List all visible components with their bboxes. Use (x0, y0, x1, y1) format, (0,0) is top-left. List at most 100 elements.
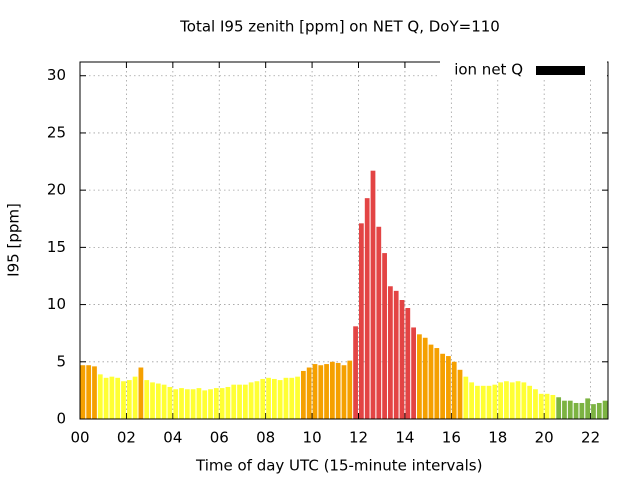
y-tick-label: 20 (47, 181, 66, 199)
bar (538, 393, 544, 419)
x-tick-label: 14 (395, 429, 414, 447)
bar (457, 369, 463, 419)
bar (173, 389, 179, 419)
bar (184, 389, 190, 419)
x-tick-label: 08 (256, 429, 275, 447)
bar (498, 382, 504, 419)
bar (161, 384, 167, 419)
bar (422, 337, 428, 419)
bar (486, 385, 492, 419)
bar (289, 377, 295, 419)
bar (237, 384, 242, 419)
bar (190, 389, 196, 419)
bar (579, 402, 585, 419)
bar (295, 376, 300, 419)
bar (480, 385, 486, 419)
bar (521, 382, 527, 419)
bar (138, 367, 144, 419)
bar (271, 378, 277, 419)
bar (585, 398, 591, 419)
bar (596, 402, 602, 419)
x-tick-label: 10 (303, 429, 322, 447)
bar (202, 390, 208, 419)
bar (318, 365, 324, 419)
bar (179, 388, 184, 419)
bar (556, 397, 562, 419)
bar (475, 385, 480, 419)
bar (347, 360, 353, 419)
legend-label: ion net Q (454, 61, 523, 79)
bar (283, 377, 289, 419)
bar (248, 382, 254, 419)
y-tick-label: 15 (47, 238, 66, 256)
bar (254, 381, 260, 419)
bar (533, 389, 538, 419)
bar (312, 364, 318, 419)
bar (335, 362, 341, 419)
bar (213, 388, 219, 419)
chart-title: Total I95 zenith [ppm] on NET Q, DoY=110 (179, 18, 500, 36)
bar (492, 384, 498, 419)
bar (103, 377, 109, 419)
y-tick-label: 25 (47, 123, 66, 141)
x-tick-label: 16 (442, 429, 461, 447)
bar (242, 384, 248, 419)
bar (544, 393, 550, 419)
bar (382, 253, 387, 419)
bar (97, 374, 103, 419)
bar (527, 385, 533, 419)
bar (92, 366, 97, 419)
y-tick-label: 0 (56, 410, 66, 428)
bar (399, 300, 405, 419)
bar (132, 376, 138, 419)
bar (277, 380, 283, 419)
bar (405, 308, 411, 419)
bar (300, 370, 306, 419)
bar (602, 400, 608, 419)
bar (266, 377, 271, 419)
bar (341, 365, 347, 419)
x-tick-label: 20 (535, 429, 554, 447)
bar (115, 377, 121, 419)
y-tick-label: 10 (47, 295, 66, 313)
x-tick-label: 06 (210, 429, 229, 447)
bar (208, 389, 213, 419)
bar (370, 170, 376, 419)
x-axis-label: Time of day UTC (15-minute intervals) (195, 457, 482, 475)
bar (86, 365, 92, 419)
x-tick-label: 22 (581, 429, 600, 447)
y-axis-label: I95 [ppm] (5, 203, 23, 277)
bar (451, 361, 457, 419)
bar (150, 382, 155, 419)
bar (329, 361, 335, 419)
bar (225, 386, 231, 419)
bar (80, 365, 86, 419)
bar (219, 388, 225, 419)
x-tick-label: 04 (163, 429, 182, 447)
bar (359, 223, 364, 419)
bar (376, 226, 382, 419)
x-tick-label: 00 (70, 429, 89, 447)
bar (324, 364, 329, 419)
bar (393, 290, 399, 419)
bar (109, 376, 115, 419)
bar (573, 402, 579, 419)
bar (509, 382, 515, 419)
bar (562, 400, 567, 419)
bar (515, 381, 521, 419)
bar (446, 356, 451, 419)
bar (196, 388, 202, 419)
bar (434, 348, 440, 419)
bar (231, 384, 237, 419)
x-tick-label: 12 (349, 429, 368, 447)
y-tick-label: 5 (56, 352, 66, 370)
bar (388, 286, 393, 419)
x-tick-label: 02 (117, 429, 136, 447)
bar (550, 394, 556, 419)
bar (306, 367, 312, 419)
plot-frame (79, 61, 609, 420)
bar (567, 400, 573, 419)
bar (463, 376, 469, 419)
legend-swatch (536, 66, 585, 75)
